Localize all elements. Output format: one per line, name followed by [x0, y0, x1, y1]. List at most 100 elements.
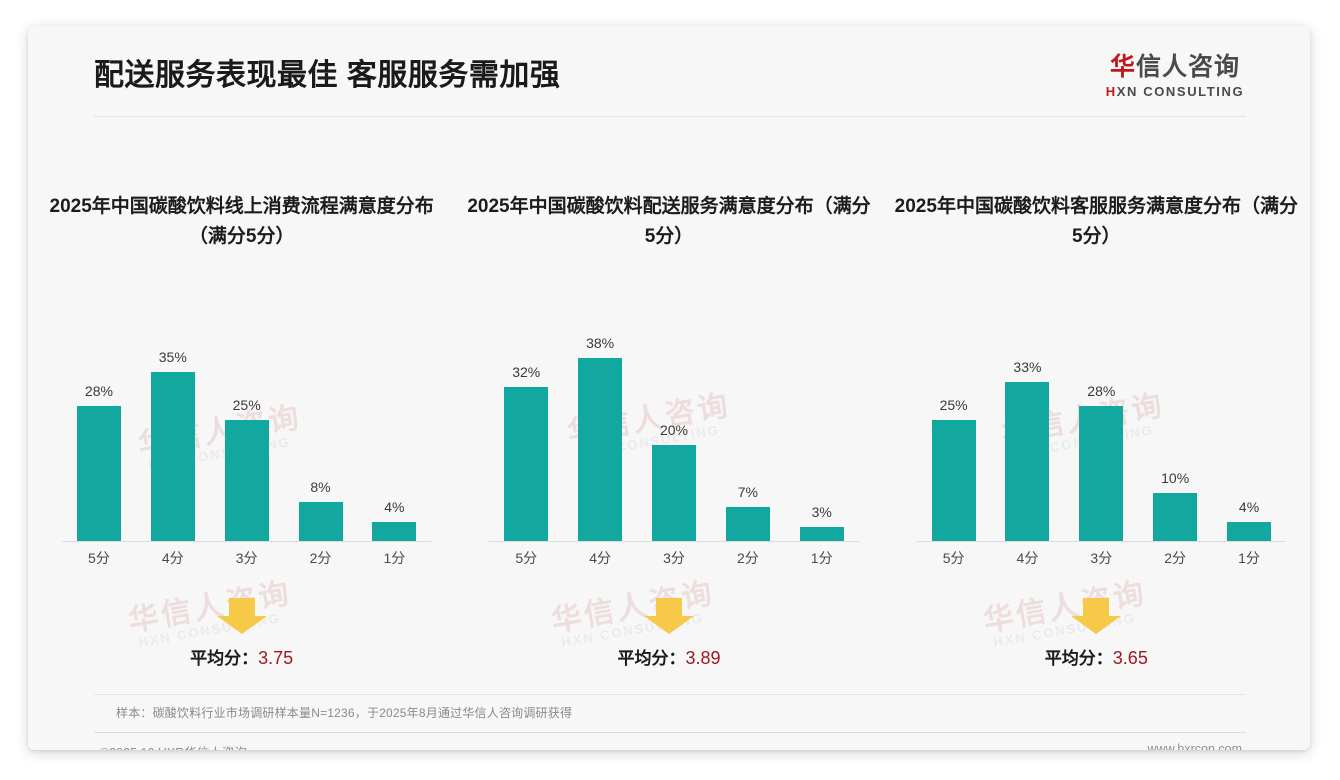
- bar[interactable]: [76, 405, 121, 541]
- bar[interactable]: [931, 420, 976, 541]
- x-tick-label: 4分: [1016, 550, 1039, 566]
- logo-en-rest: XN CONSULTING: [1116, 84, 1245, 99]
- bar-group[interactable]: 20%: [639, 326, 709, 541]
- x-axis-line: [489, 541, 859, 542]
- slide-header: 配送服务表现最佳 客服服务需加强 华信人咨询 HXN CONSULTING: [28, 26, 1310, 118]
- average-score: 平均分：3.75: [28, 644, 455, 669]
- logo-rest-chars: 信人咨询: [1136, 53, 1241, 81]
- bar-group[interactable]: 4%: [359, 326, 429, 541]
- bar-value-label: 33%: [1013, 358, 1042, 375]
- x-tick-label: 5分: [942, 550, 965, 566]
- bar-value-label: 28%: [1087, 382, 1116, 399]
- bar[interactable]: [298, 502, 343, 541]
- logo-accent-char: 华: [1109, 53, 1136, 81]
- bar-value-label: 8%: [310, 479, 331, 496]
- bars-container: 25% 33% 28% 10%: [917, 326, 1286, 541]
- bar-plot: 28% 35% 25% 8%: [62, 302, 432, 542]
- down-arrow-icon: [1066, 596, 1126, 636]
- bar[interactable]: [372, 521, 417, 541]
- bar-group[interactable]: 7%: [713, 326, 783, 541]
- bar-group[interactable]: 33%: [992, 326, 1062, 541]
- charts-row: 2025年中国碳酸饮料线上消费流程满意度分布（满分5分） 华信人咨询 HXN C…: [28, 144, 1310, 668]
- bar-value-label: 25%: [939, 397, 968, 414]
- bar-value-label: 20%: [659, 421, 688, 438]
- logo-en-accent: H: [1105, 84, 1117, 99]
- bar-plot: 32% 38% 20% 7%: [489, 302, 859, 542]
- website-url[interactable]: www.hxrcon.com: [1147, 742, 1242, 750]
- x-tick-label: 1分: [383, 550, 406, 566]
- x-axis-line: [62, 541, 432, 542]
- x-axis-labels: 5分 4分 3分 2分 1分: [917, 548, 1286, 572]
- average-label: 平均分：: [190, 649, 259, 668]
- bar[interactable]: [1227, 521, 1272, 541]
- bar[interactable]: [725, 507, 770, 541]
- bars-container: 28% 35% 25% 8%: [62, 326, 431, 541]
- slide-footer: ©2025.10 HXR华信人咨询 www.hxrcon.com: [94, 738, 1246, 750]
- bar[interactable]: [651, 444, 696, 541]
- chart-title: 2025年中国碳酸饮料线上消费流程满意度分布（满分5分）: [49, 196, 434, 247]
- average-value: 3.89: [685, 648, 721, 668]
- logo-chinese-text: 华信人咨询: [1080, 52, 1270, 82]
- bar-value-label: 10%: [1161, 469, 1190, 486]
- bar[interactable]: [1005, 381, 1050, 541]
- bar[interactable]: [150, 372, 195, 541]
- bar-value-label: 4%: [384, 498, 405, 515]
- x-axis-line: [916, 541, 1286, 542]
- average-label: 平均分：: [1044, 649, 1113, 668]
- x-tick-label: 3分: [1090, 550, 1113, 566]
- sample-footnote: 样本：碳酸饮料行业市场调研样本量N=1236，于2025年8月通过华信人咨询调研…: [116, 706, 573, 720]
- bar[interactable]: [1079, 405, 1124, 541]
- logo-english-text: HXN CONSULTING: [1080, 84, 1270, 100]
- x-tick-label: 3分: [235, 550, 258, 566]
- bar[interactable]: [1153, 492, 1198, 541]
- average-value: 3.65: [1112, 648, 1148, 668]
- bar-value-label: 32%: [512, 363, 541, 380]
- copyright-text: ©2025.10 HXR华信人咨询: [100, 742, 247, 750]
- bar[interactable]: [224, 420, 269, 541]
- x-axis-labels: 5分 4分 3分 2分 1分: [62, 548, 431, 572]
- down-arrow-icon: [639, 596, 699, 636]
- bars-container: 32% 38% 20% 7%: [489, 326, 858, 541]
- bar[interactable]: [799, 526, 844, 541]
- slide-card: 配送服务表现最佳 客服服务需加强 华信人咨询 HXN CONSULTING 20…: [28, 26, 1310, 750]
- bar[interactable]: [578, 357, 623, 541]
- bar-group[interactable]: 25%: [212, 326, 282, 541]
- average-value: 3.75: [258, 648, 294, 668]
- x-tick-label: 3分: [663, 550, 685, 566]
- bar-value-label: 25%: [232, 397, 261, 414]
- bar-group[interactable]: 28%: [64, 326, 134, 541]
- average-score: 平均分：3.89: [455, 644, 882, 669]
- bar-group[interactable]: 38%: [565, 326, 635, 541]
- bar-value-label: 7%: [737, 484, 758, 501]
- bar-group[interactable]: 3%: [787, 326, 857, 541]
- company-logo: 华信人咨询 HXN CONSULTING: [1080, 52, 1270, 100]
- x-tick-label: 5分: [88, 550, 110, 566]
- chart-panel-customer-service: 2025年中国碳酸饮料客服服务满意度分布（满分5分） 华信人咨询 HXN CON…: [883, 144, 1310, 668]
- bar-plot: 25% 33% 28% 10%: [916, 302, 1286, 542]
- chart-panel-delivery-service: 2025年中国碳酸饮料配送服务满意度分布（满分5分） 华信人咨询 HXN CON…: [455, 144, 882, 668]
- average-score: 平均分：3.65: [883, 644, 1310, 669]
- chart-title: 2025年中国碳酸饮料客服服务满意度分布（满分5分）: [894, 196, 1298, 247]
- down-arrow-icon: [212, 596, 272, 636]
- bar-value-label: 35%: [158, 349, 187, 366]
- x-axis-labels: 5分 4分 3分 2分 1分: [489, 548, 858, 572]
- x-tick-label: 1分: [1238, 550, 1260, 566]
- bar-value-label: 38%: [586, 334, 615, 351]
- x-tick-label: 5分: [515, 550, 538, 566]
- bar-value-label: 4%: [1238, 498, 1260, 515]
- bar[interactable]: [504, 386, 549, 541]
- x-tick-label: 4分: [589, 550, 612, 566]
- x-tick-label: 2分: [1164, 550, 1187, 566]
- bar-group[interactable]: 4%: [1214, 326, 1284, 541]
- bar-group[interactable]: 10%: [1140, 326, 1210, 541]
- footer-divider: [94, 732, 1246, 733]
- bar-group[interactable]: 25%: [919, 326, 989, 541]
- bar-group[interactable]: 35%: [138, 326, 208, 541]
- average-label: 平均分：: [617, 649, 686, 668]
- bar-group[interactable]: 8%: [285, 326, 355, 541]
- bar-group[interactable]: 28%: [1066, 326, 1136, 541]
- x-tick-label: 1分: [810, 550, 833, 566]
- x-tick-label: 2分: [736, 550, 759, 566]
- page-title: 配送服务表现最佳 客服服务需加强: [94, 59, 561, 92]
- bar-group[interactable]: 32%: [491, 326, 561, 541]
